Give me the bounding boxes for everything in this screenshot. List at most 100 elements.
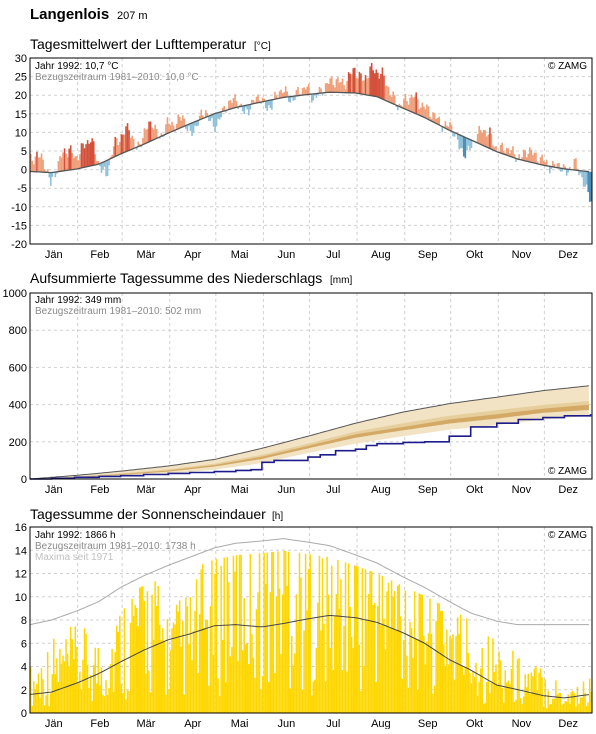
sunshine-bar [332, 669, 334, 713]
sunshine-bar [287, 551, 290, 713]
sunshine-bar [323, 623, 325, 713]
temperature-anomaly-bar [212, 114, 215, 127]
temperature-anomaly-bar [208, 116, 210, 122]
temperature-anomaly-bar [470, 139, 473, 148]
precip-month-label: Apr [184, 484, 201, 496]
station-altitude: 207 m [117, 10, 148, 22]
sunshine-bar [33, 680, 35, 713]
temperature-anomaly-bar [172, 125, 175, 132]
temperature-anomaly-bar [525, 157, 528, 162]
temperature-anomaly-bar [452, 131, 454, 137]
sunshine-bar [125, 699, 127, 713]
temperature-anomaly-bar [241, 106, 244, 112]
sunshine-bar [148, 670, 150, 713]
sunshine-bar [412, 657, 414, 713]
temperature-anomaly-bar [478, 125, 480, 144]
temperature-anomaly-bar [174, 130, 176, 132]
sunshine-bar [486, 682, 488, 713]
temperature-anomaly-bar [249, 104, 252, 110]
sunshine-bar [80, 689, 83, 713]
temperature-anomaly-bar [573, 159, 576, 170]
sunshine-bar [482, 704, 485, 713]
sunshine-bar [103, 696, 106, 713]
sunshine-bar [201, 564, 204, 713]
sunshine-bar [174, 624, 176, 713]
sunshine-bar [111, 648, 113, 713]
temp-ytick-label: 5 [21, 146, 27, 158]
temperature-anomaly-bar [251, 99, 253, 105]
temperature-anomaly-bar [223, 105, 226, 112]
temperature-anomaly-bar [493, 147, 496, 151]
temperature-anomaly-bar [461, 135, 464, 149]
temperature-anomaly-bar [337, 77, 339, 93]
sunshine-bar [524, 674, 526, 713]
temperature-anomaly-bar [373, 73, 376, 97]
temperature-anomaly-bar [545, 159, 548, 166]
sunshine-bar [241, 650, 244, 713]
sun-ytick-label: 8 [21, 615, 27, 627]
temperature-anomaly-bar [395, 104, 398, 107]
temperature-anomaly-bar [458, 134, 461, 150]
temperature-anomaly-bar [149, 121, 152, 142]
sunshine-bar [341, 670, 344, 713]
temperature-anomaly-bar [338, 82, 341, 93]
temperature-anomaly-bar [413, 96, 416, 113]
sunshine-bar [209, 606, 212, 713]
sunshine-bar [443, 644, 445, 713]
sunshine-bar [364, 569, 367, 713]
sunshine-bar [420, 594, 422, 713]
sunshine-bar [143, 600, 146, 713]
sunshine-bar [54, 674, 57, 713]
temperature-anomaly-bar [45, 171, 47, 173]
temperature-anomaly-bar [334, 87, 336, 93]
sunshine-bar [456, 617, 459, 713]
sunshine-bar [237, 661, 239, 713]
sunshine-bar [243, 598, 245, 713]
sunshine-bar [240, 554, 242, 713]
sunshine-max-line [29, 538, 589, 626]
sunshine-bar [191, 660, 193, 713]
temperature-anomaly-bar [271, 99, 273, 110]
sunshine-bar [441, 610, 444, 713]
temperature-anomaly-bar [244, 105, 247, 108]
temperature-anomaly-bar [185, 125, 187, 129]
sunshine-bar [232, 555, 235, 713]
sunshine-bar [49, 693, 52, 713]
sunshine-bar [149, 692, 152, 713]
sunshine-bar [166, 619, 169, 713]
sun-month-label: Nov [512, 718, 532, 729]
temperature-anomaly-bar [165, 124, 167, 135]
temp-ytick-label: -15 [11, 220, 27, 232]
sunshine-bar [48, 706, 50, 713]
temperature-anomaly-bar [36, 151, 38, 172]
sunshine-bar [264, 583, 267, 713]
sunshine-bar [389, 628, 391, 713]
temperature-anomaly-bar [31, 160, 34, 172]
temperature-anomaly-bar [301, 88, 304, 96]
temperature-anomaly-bar [85, 144, 87, 168]
sunshine-bar [42, 679, 44, 713]
temperature-anomaly-bar [143, 128, 146, 145]
sunshine-bar [268, 682, 270, 713]
sunshine-bar [512, 650, 514, 713]
temperature-anomaly-bar [579, 170, 582, 174]
temperature-anomaly-bar [280, 89, 282, 99]
sunshine-bar [254, 677, 256, 713]
temperature-anomaly-bar [100, 163, 103, 173]
sunshine-bar [154, 581, 156, 713]
temperature-anomaly-bar [235, 101, 238, 108]
sunshine-bar [515, 699, 517, 713]
sunshine-bar [361, 568, 364, 713]
temperature-anomaly-bar [82, 143, 84, 168]
sunshine-bar [97, 648, 100, 713]
precipitation-title: Aufsummierte Tagessumme des Niederschlag… [30, 270, 322, 286]
temperature-anomaly-bar [584, 171, 586, 187]
temperature-anomaly-bar [433, 112, 436, 123]
temperature-anomaly-bar [324, 83, 327, 93]
sunshine-bar [289, 688, 292, 713]
sunshine-bar [458, 633, 460, 713]
sunshine-bar [538, 672, 540, 713]
temperature-anomaly-bar [229, 100, 232, 110]
sunshine-bar [157, 585, 159, 713]
sunshine-bar [248, 664, 250, 713]
